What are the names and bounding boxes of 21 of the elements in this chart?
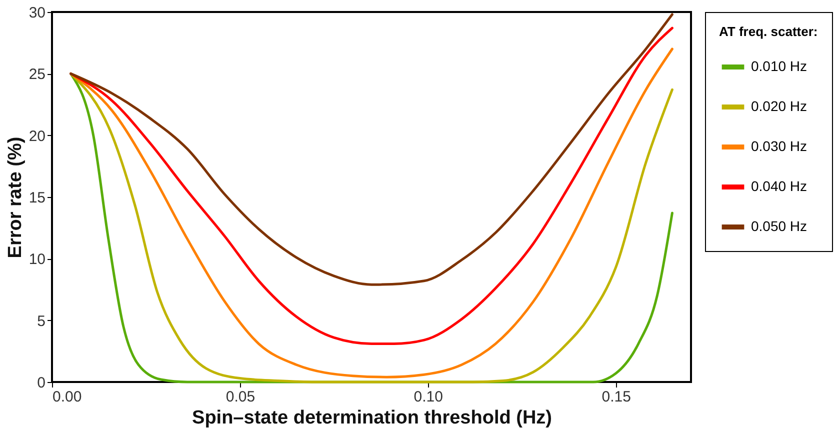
y-tick-label: 30: [28, 4, 46, 22]
legend-label: 0.040 Hz: [751, 178, 808, 194]
x-tick-label: 0.05: [226, 388, 256, 406]
y-axis-title: Error rate (%): [4, 136, 26, 258]
legend-title: AT freq. scatter:: [719, 24, 818, 39]
legend-label: 0.030 Hz: [751, 138, 808, 154]
y-tick-label: 5: [37, 312, 46, 330]
line-series: [70, 13, 674, 286]
x-tick-label: 0.00: [52, 388, 82, 406]
x-tick-label: 0.15: [602, 388, 631, 406]
x-axis-title: Spin–state determination threshold (Hz): [192, 408, 552, 428]
legend-label: 0.010 Hz: [751, 58, 808, 74]
y-tick-label: 10: [28, 251, 46, 268]
y-tick-label: 20: [28, 128, 46, 145]
y-tick-label: 25: [28, 66, 46, 84]
y-tick-label: 15: [28, 190, 46, 206]
line-series: [70, 26, 674, 346]
legend-label: 0.050 Hz: [751, 218, 808, 234]
x-tick-label: 0.10: [414, 388, 443, 406]
legend-label: 0.020 Hz: [751, 98, 808, 114]
y-tick-label: 0: [37, 374, 46, 392]
